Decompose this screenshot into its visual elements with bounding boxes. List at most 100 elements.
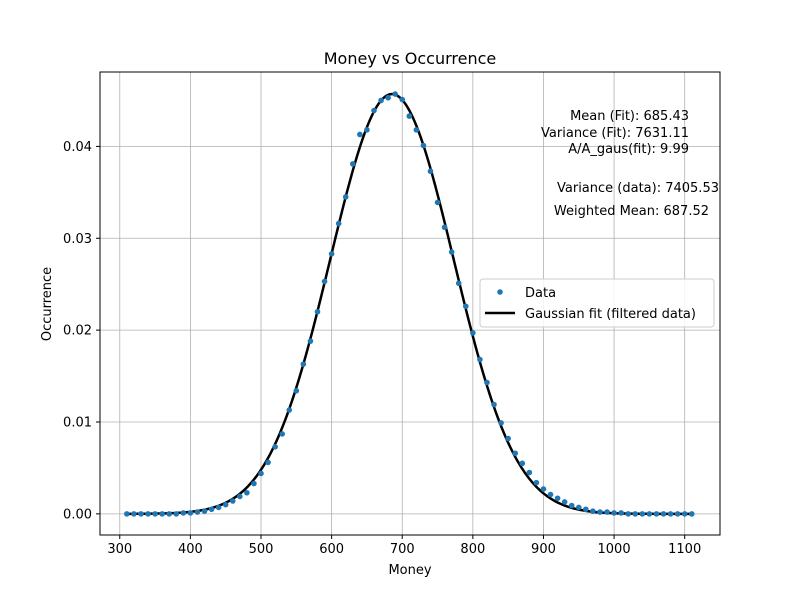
data-point [258,470,264,477]
data-point [272,444,278,450]
y-tick-label: 0.01 [63,416,92,431]
data-point [533,479,540,486]
data-point [357,131,363,138]
data-point [547,491,554,498]
data-point [667,511,674,517]
data-point [413,127,420,133]
data-point [420,142,427,149]
data-point [590,508,596,514]
legend: Data Gaussian fit (filtered data) [479,278,715,328]
y-axis-label: Occurrence [40,267,55,341]
x-tick-label: 700 [390,542,415,557]
data-point [328,251,335,257]
data-point [455,280,462,287]
data-point [371,107,377,114]
data-point [462,303,469,310]
data-point [159,511,165,517]
legend-box [479,278,715,328]
data-point [237,493,243,500]
annotation-variance-data: Variance (data): 7405.53 [557,181,719,196]
data-point [568,502,575,509]
data-point [229,498,236,504]
data-point [244,489,250,496]
data-point [251,480,257,487]
data-point [265,459,271,466]
data-point [575,504,582,511]
data-point [561,499,568,505]
data-point [505,435,511,442]
x-tick-label: 600 [319,542,344,557]
data-point [364,127,370,133]
data-point [681,511,688,517]
data-point [138,511,144,517]
legend-marker-data [497,289,503,295]
data-point [279,431,285,437]
plot-area-frame [99,71,721,536]
legend-label-data: Data [525,286,556,301]
x-tick-label: 1100 [668,542,701,557]
grid-lines [100,72,720,535]
data-point [406,113,413,119]
data-point [611,510,617,516]
y-axis-ticks: 0.00 0.01 0.02 0.03 0.04 [63,140,100,522]
data-point [131,511,137,517]
y-tick-label: 0.04 [63,140,92,155]
data-point [173,511,180,517]
data-point [300,361,307,367]
x-tick-label: 1000 [598,542,631,557]
annotation-area-ratio: A/A_gaus(fit): 9.99 [568,142,689,157]
data-point [653,511,660,517]
data-point [441,224,448,231]
data-point [554,495,561,502]
data-points-layer [124,91,695,517]
data-point [646,511,653,517]
data-point [583,506,589,513]
x-axis-label: Money [388,563,431,578]
data-point [448,249,455,255]
data-point [491,401,497,408]
x-tick-label: 900 [531,542,556,557]
data-point [215,504,222,511]
data-point [201,508,208,514]
annotation-weighted-mean: Weighted Mean: 687.52 [554,204,709,219]
data-point [385,94,391,101]
data-point [187,510,194,516]
y-tick-label: 0.00 [63,507,92,522]
data-point [660,511,667,517]
data-point [314,308,321,315]
data-point [222,501,229,508]
data-point [526,469,533,476]
data-point [597,509,603,515]
data-point [625,511,631,517]
data-point [688,511,695,517]
data-point [194,509,201,515]
data-point [124,511,130,517]
data-point [321,278,328,285]
data-point [152,511,158,517]
data-point [674,511,681,517]
annotation-mean-fit: Mean (Fit): 685.43 [570,109,689,124]
data-point [604,509,610,515]
data-point [286,407,293,413]
annotation-variance-fit: Variance (Fit): 7631.11 [541,126,689,141]
x-axis-ticks: 300 400 500 600 700 800 900 1000 1100 [107,535,701,557]
data-point [639,511,646,517]
data-point [470,330,476,336]
data-point [335,220,342,227]
data-point [307,338,314,344]
y-tick-label: 0.03 [63,232,92,247]
data-point [350,161,356,167]
data-point [512,450,519,457]
data-point [498,420,504,426]
data-point [427,168,434,175]
data-point [145,511,151,517]
chart-title: Money vs Occurrence [324,49,497,68]
data-point [392,91,398,97]
data-point [434,199,441,206]
data-point [618,510,624,516]
data-point [519,460,526,467]
data-point [632,511,639,517]
x-tick-label: 500 [249,542,274,557]
data-point [540,486,547,492]
data-point [484,379,490,386]
